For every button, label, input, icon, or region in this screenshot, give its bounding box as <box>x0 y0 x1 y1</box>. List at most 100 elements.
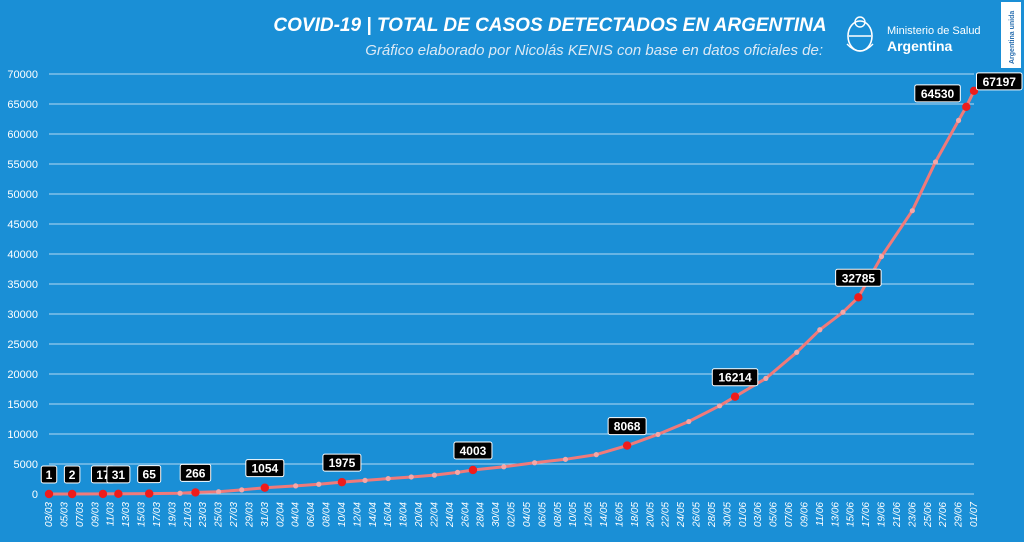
data-label-box <box>322 453 362 472</box>
x-tick-label: 09/06 <box>799 502 810 527</box>
x-tick-label: 29/06 <box>954 502 965 528</box>
data-point <box>408 474 414 480</box>
highlight-point <box>337 477 347 487</box>
badge-text: Argentina unida <box>1009 11 1016 64</box>
x-tick-label: 05/06 <box>769 502 780 527</box>
x-tick-label: 01/07 <box>969 502 980 527</box>
data-point <box>840 309 846 315</box>
x-tick-label: 17/03 <box>152 502 163 527</box>
x-tick-label: 25/06 <box>923 502 934 528</box>
highlight-point <box>730 392 740 401</box>
data-label: 1 <box>46 468 53 482</box>
x-tick-label: 15/03 <box>137 502 148 527</box>
data-label: 64530 <box>921 87 955 101</box>
x-tick-label: 10/05 <box>568 502 579 527</box>
data-label: 1054 <box>251 462 278 476</box>
data-point <box>362 477 368 483</box>
x-tick-label: 10/04 <box>337 502 348 527</box>
x-tick-label: 26/05 <box>692 502 703 528</box>
data-point <box>177 490 183 496</box>
y-tick-label: 60000 <box>7 129 38 141</box>
y-tick-label: 35000 <box>7 279 38 291</box>
data-label-box <box>607 417 647 436</box>
x-tick-label: 14/05 <box>599 502 610 527</box>
x-tick-label: 27/06 <box>938 502 949 528</box>
data-point <box>501 464 507 470</box>
highlight-point <box>44 489 54 499</box>
x-tick-label: 07/03 <box>75 502 86 527</box>
highlight-point <box>114 489 123 499</box>
x-tick-label: 06/05 <box>537 502 548 527</box>
data-label: 31 <box>112 468 126 482</box>
x-tick-label: 18/04 <box>399 502 410 527</box>
y-tick-label: 55000 <box>7 159 38 171</box>
data-point <box>431 472 438 478</box>
x-tick-label: 09/03 <box>90 502 101 527</box>
x-tick-label: 16/05 <box>614 502 625 527</box>
data-label-box <box>137 465 162 484</box>
y-tick-label: 70000 <box>7 69 38 81</box>
y-tick-label: 10000 <box>7 429 38 441</box>
x-tick-label: 12/04 <box>352 502 363 527</box>
data-label: 67197 <box>983 75 1017 89</box>
highlight-point <box>854 293 863 302</box>
x-tick-label: 26/04 <box>460 502 471 528</box>
y-tick-label: 5000 <box>14 459 38 471</box>
x-axis: 03/03 05/03 07/03 09/03 11/03 13/03 15/03 17/03… <box>44 502 980 528</box>
data-point <box>909 208 915 214</box>
data-point <box>239 487 245 493</box>
data-label: 8068 <box>614 420 641 434</box>
chart-title: COVID-19 | TOTAL DE CASOS DETECTADOS EN … <box>273 15 826 36</box>
x-tick-label: 30/04 <box>491 502 502 527</box>
data-label-box <box>106 465 131 484</box>
x-tick-label: 06/04 <box>306 502 317 527</box>
x-tick-label: 11/03 <box>106 502 117 527</box>
data-label-box <box>40 465 58 484</box>
x-tick-label: 04/05 <box>522 502 533 527</box>
x-tick-label: 04/04 <box>291 502 302 527</box>
x-tick-label: 27/03 <box>229 502 240 528</box>
logo-line1: Ministerio de Salud <box>887 25 981 37</box>
data-label: 32785 <box>842 271 876 285</box>
logo-line2: Argentina <box>887 38 953 54</box>
data-label-box <box>453 441 493 460</box>
data-point <box>655 431 661 438</box>
x-tick-label: 08/05 <box>553 502 564 527</box>
x-tick-label: 19/06 <box>877 502 888 527</box>
y-tick-label: 20000 <box>7 369 38 381</box>
x-tick-label: 05/03 <box>59 502 70 527</box>
y-tick-label: 45000 <box>7 219 38 231</box>
x-tick-label: 20/04 <box>414 502 425 528</box>
highlight-point <box>145 489 154 498</box>
y-tick-label: 15000 <box>7 399 38 411</box>
data-point <box>955 117 962 123</box>
y-tick-label: 50000 <box>7 189 38 201</box>
data-point <box>385 475 391 482</box>
data-label-box <box>179 463 212 482</box>
data-point <box>532 460 538 466</box>
x-tick-label: 07/06 <box>784 502 795 527</box>
data-point <box>686 418 692 425</box>
data-label: 1975 <box>329 456 356 470</box>
data-point <box>593 452 599 458</box>
highlight-point <box>622 441 632 450</box>
x-tick-label: 21/06 <box>892 502 903 528</box>
y-tick-label: 30000 <box>7 309 38 321</box>
x-tick-label: 11/06 <box>815 502 826 527</box>
highlight-point <box>962 102 971 112</box>
x-tick-label: 31/03 <box>260 502 271 527</box>
x-tick-label: 02/05 <box>507 502 518 527</box>
data-point <box>562 456 569 462</box>
x-tick-label: 22/04 <box>429 502 440 528</box>
data-label-box <box>245 459 285 478</box>
x-tick-label: 30/05 <box>722 502 733 527</box>
data-label-box <box>914 84 961 103</box>
data-point <box>215 489 222 495</box>
x-tick-label: 25/03 <box>214 502 225 528</box>
y-tick-label: 0 <box>32 489 38 501</box>
x-tick-label: 03/03 <box>44 502 55 527</box>
badge-background <box>1001 2 1021 68</box>
x-tick-label: 29/03 <box>244 502 255 528</box>
